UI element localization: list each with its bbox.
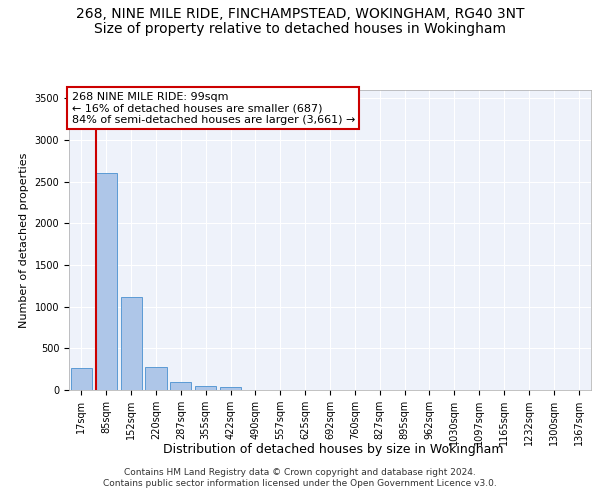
Text: Distribution of detached houses by size in Wokingham: Distribution of detached houses by size …	[163, 442, 503, 456]
Text: 268, NINE MILE RIDE, FINCHAMPSTEAD, WOKINGHAM, RG40 3NT: 268, NINE MILE RIDE, FINCHAMPSTEAD, WOKI…	[76, 8, 524, 22]
Text: Contains HM Land Registry data © Crown copyright and database right 2024.
Contai: Contains HM Land Registry data © Crown c…	[103, 468, 497, 487]
Text: 268 NINE MILE RIDE: 99sqm
← 16% of detached houses are smaller (687)
84% of semi: 268 NINE MILE RIDE: 99sqm ← 16% of detac…	[71, 92, 355, 124]
Bar	[121, 296, 142, 390]
Text: Size of property relative to detached houses in Wokingham: Size of property relative to detached ho…	[94, 22, 506, 36]
Bar	[195, 386, 216, 390]
Bar	[71, 368, 92, 390]
Y-axis label: Number of detached properties: Number of detached properties	[19, 152, 29, 328]
Bar	[170, 382, 191, 390]
Bar	[145, 366, 167, 390]
Bar	[220, 387, 241, 390]
Bar	[96, 174, 117, 390]
